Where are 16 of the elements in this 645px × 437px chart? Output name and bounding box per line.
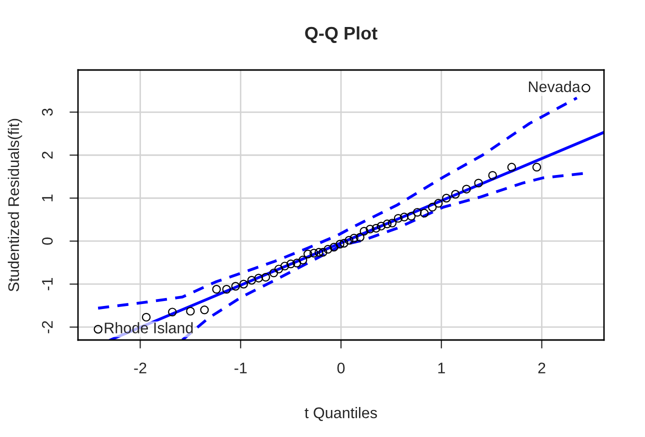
y-tick-label: 3 — [42, 108, 53, 116]
y-tick-label: 0 — [42, 237, 53, 245]
y-tick-label: 2 — [42, 152, 53, 159]
x-tick-label: 0 — [337, 362, 345, 374]
y-axis-title: Studentized Residuals(fit) — [8, 118, 22, 292]
y-tick-label: 1 — [42, 194, 53, 202]
chart-title: Q-Q Plot — [305, 26, 378, 43]
x-tick-label: -2 — [134, 362, 146, 374]
annotation: Nevada — [528, 80, 580, 92]
x-tick-label: -1 — [234, 362, 247, 374]
y-tick-label: -2 — [42, 321, 53, 334]
x-tick-label: 1 — [438, 362, 445, 374]
x-axis-title: t Quantiles — [304, 407, 377, 421]
y-tick-label: -1 — [42, 278, 53, 290]
x-tick-label: 2 — [538, 362, 546, 374]
annotation: Rhode Island — [104, 322, 193, 334]
